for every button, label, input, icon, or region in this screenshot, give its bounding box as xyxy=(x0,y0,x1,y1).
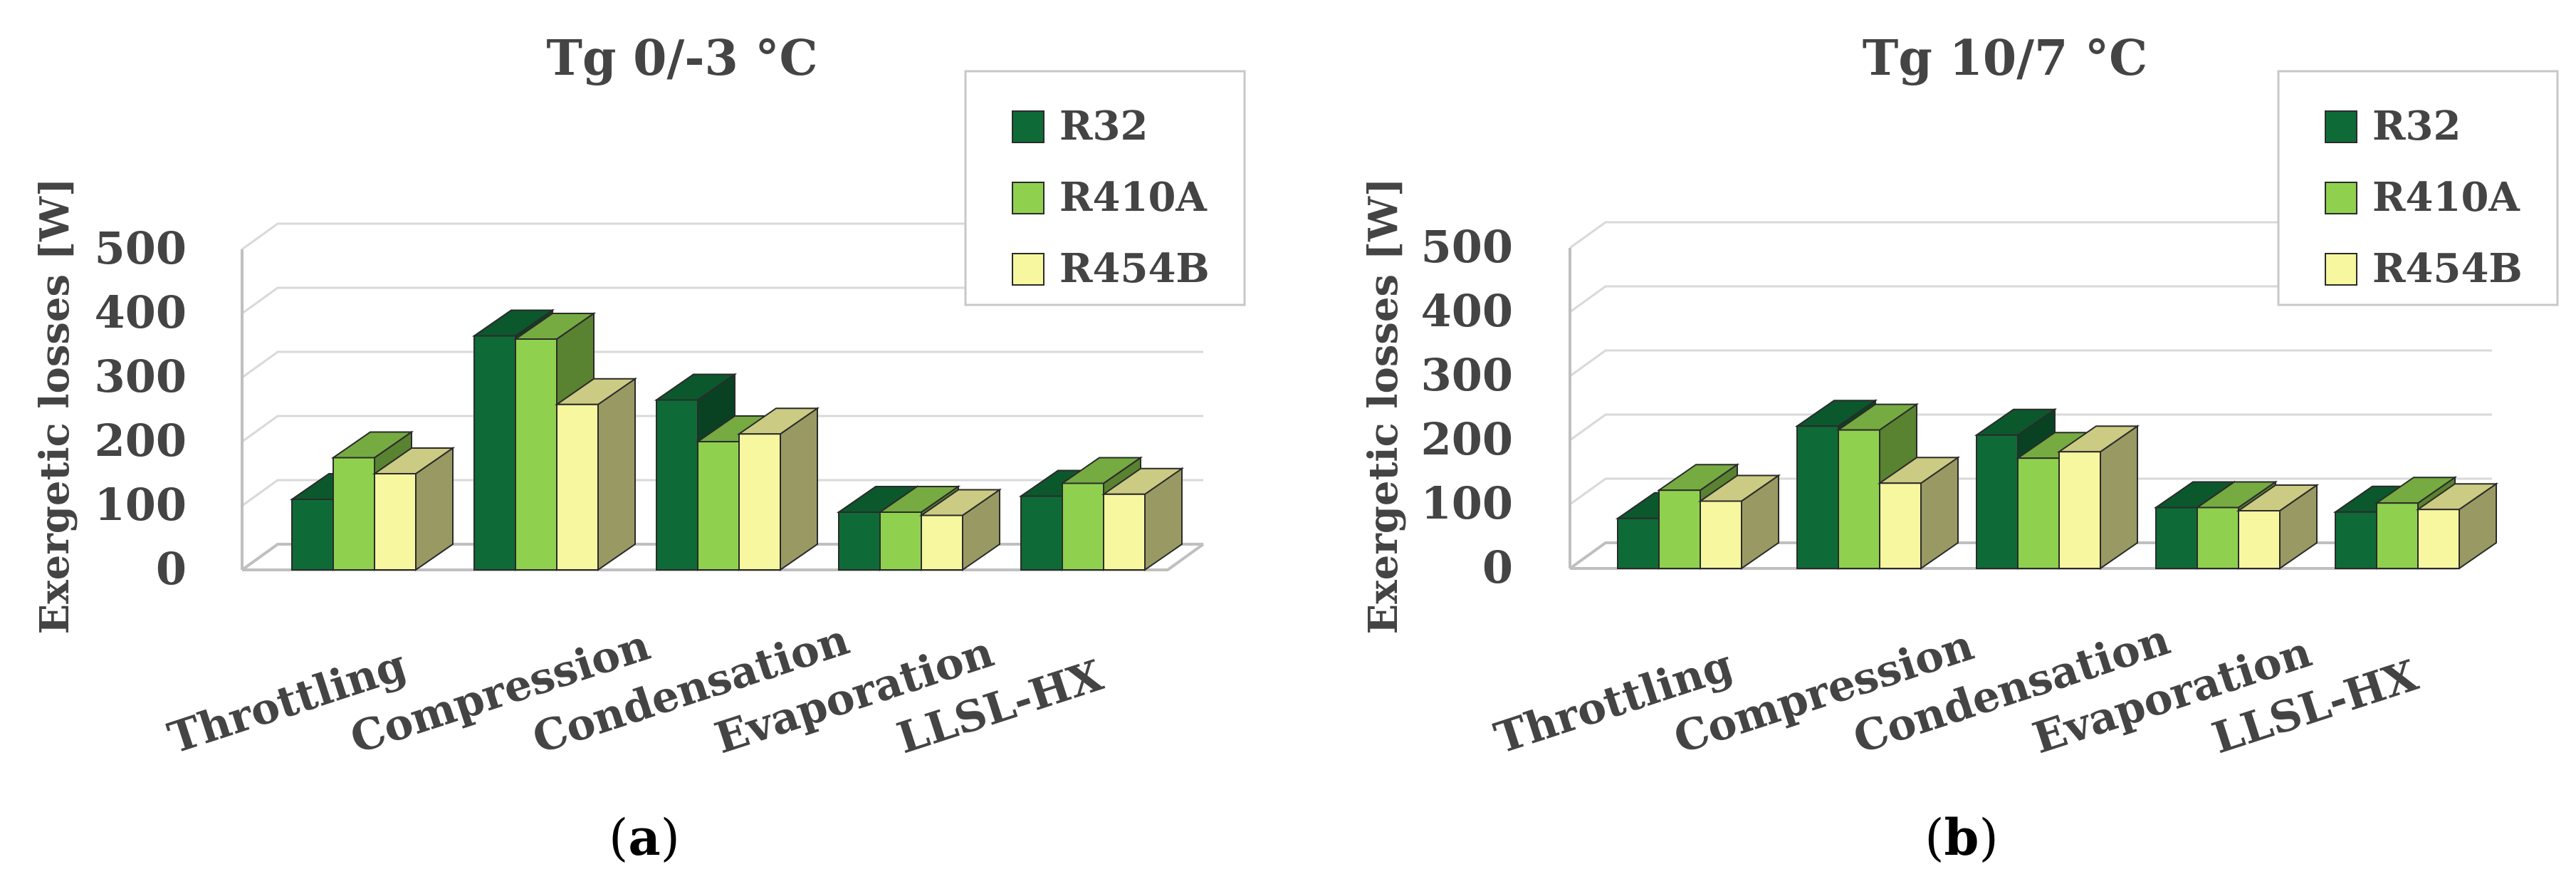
legend: R32 R410A R454B xyxy=(2277,70,2559,306)
panel-caption: (a) xyxy=(609,808,680,867)
bars xyxy=(289,308,1185,571)
gridline xyxy=(1569,285,2492,313)
bar-r454b-compression xyxy=(554,377,638,571)
bars xyxy=(1615,399,2499,570)
y-tick-label: 0 xyxy=(1482,541,1513,593)
gridline xyxy=(241,415,1203,443)
legend: R32 R410A R454B xyxy=(964,70,1246,306)
legend-label: R454B xyxy=(2372,245,2523,292)
bar-r454b-throttling xyxy=(372,447,456,571)
bar-r454b-condensation xyxy=(736,407,820,571)
gridline xyxy=(241,222,1203,251)
y-tick-label: 500 xyxy=(95,222,187,274)
gridline xyxy=(241,350,1203,379)
x-category-labels: ThrottlingCompressionCondensationEvapora… xyxy=(162,615,1109,764)
gridline xyxy=(241,286,1203,315)
y-tick-label: 100 xyxy=(1421,477,1513,529)
gridline xyxy=(1569,221,2492,249)
legend-swatch xyxy=(1012,110,1044,143)
x-category-labels: ThrottlingCompressionCondensationEvapora… xyxy=(1489,615,2424,764)
bar-r454b-compression xyxy=(1877,456,1961,570)
legend-swatch xyxy=(2325,110,2357,143)
y-tick-label: 400 xyxy=(95,286,187,338)
legend-swatch xyxy=(1012,253,1044,286)
panel-caption: (b) xyxy=(1925,808,1999,867)
bar-r454b-condensation xyxy=(2056,425,2140,570)
chart-title: Tg 0/-3 °C xyxy=(546,30,817,87)
chart-panel-a: Tg 0/-3 °C Exergetic losses [W] 0 100 200 3… xyxy=(31,30,1246,867)
y-tick-label: 200 xyxy=(95,415,187,467)
legend-label: R410A xyxy=(2372,174,2520,221)
bar-r454b-throttling xyxy=(1697,474,1781,570)
y-axis-label: Exergetic losses [W] xyxy=(1360,178,1407,635)
chart-title: Tg 10/7 °C xyxy=(1863,30,2147,87)
y-tick-label: 0 xyxy=(156,543,187,595)
y-axis-label: Exergetic losses [W] xyxy=(31,178,78,635)
legend-label: R454B xyxy=(1059,245,1210,292)
bar-r454b-llsl-hx xyxy=(2415,482,2499,570)
gridline xyxy=(1569,349,2492,378)
legend-label: R32 xyxy=(2372,103,2461,150)
y-ticks: 0 100 200 300 400 500 xyxy=(95,222,187,595)
chart-panel-b: Tg 10/7 °C Exergetic losses [W] 0 100 200 3… xyxy=(1360,30,2559,867)
y-tick-label: 100 xyxy=(95,479,187,531)
bar-r454b-evaporation xyxy=(918,488,1002,571)
legend-swatch xyxy=(2325,182,2357,214)
y-ticks: 0 100 200 300 400 500 xyxy=(1421,221,1513,593)
legend-label: R32 xyxy=(1059,103,1148,150)
y-tick-label: 300 xyxy=(95,350,187,402)
gridline xyxy=(1569,413,2492,442)
gridline xyxy=(1569,477,2492,506)
y-tick-label: 400 xyxy=(1421,285,1513,337)
gridline xyxy=(241,479,1203,507)
y-tick-label: 500 xyxy=(1421,221,1513,273)
y-tick-label: 200 xyxy=(1421,413,1513,465)
legend-swatch xyxy=(2325,253,2357,286)
bar-r454b-evaporation xyxy=(2236,484,2320,570)
y-tick-label: 300 xyxy=(1421,349,1513,401)
bar-r454b-llsl-hx xyxy=(1101,467,1185,571)
legend-swatch xyxy=(1012,182,1044,214)
legend-label: R410A xyxy=(1059,174,1208,221)
